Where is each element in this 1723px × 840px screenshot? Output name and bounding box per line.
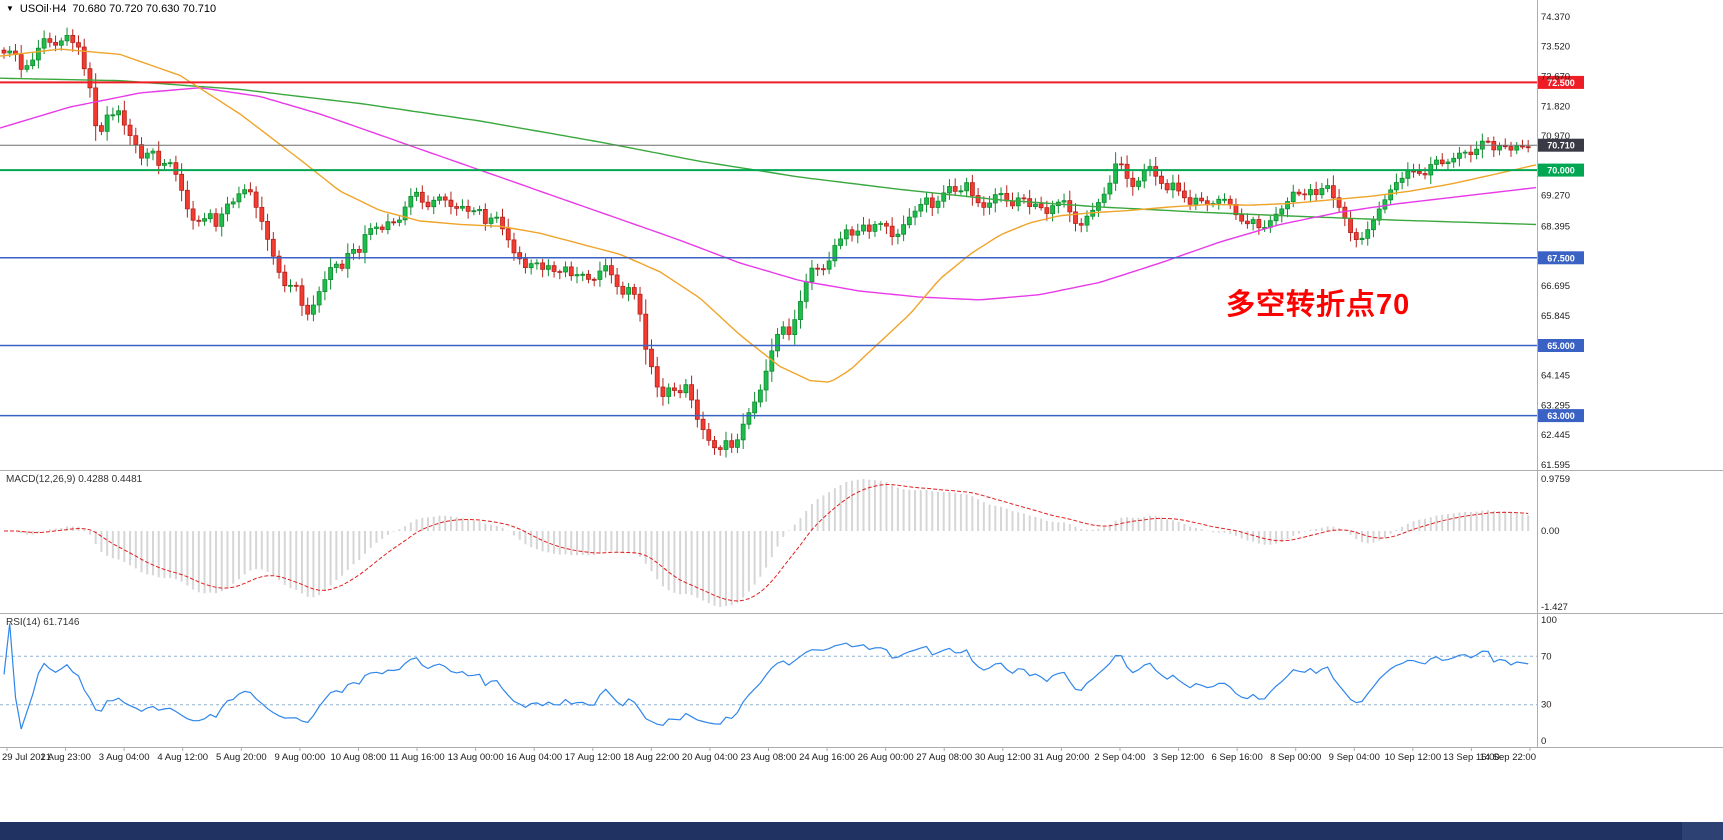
time-tick-label: 4 Aug 12:00 [157,752,208,763]
price-tick-label: 69.270 [1541,191,1570,202]
hline-65.000[interactable]: 65.000 [0,339,1584,352]
rsi-tick-label: 70 [1541,651,1552,662]
time-tick-label: 8 Sep 00:00 [1270,752,1321,763]
macd-tick-label: 0.00 [1541,526,1560,537]
price-badge [1538,75,1584,89]
time-tick-label: 16 Aug 04:00 [506,752,562,763]
h-scrollbar-button[interactable] [1682,822,1723,840]
ma-slow-line [0,77,1537,226]
hline-70.000[interactable]: 70.000 [0,163,1584,177]
price-badge [1538,251,1584,265]
rsi-tick-label: 100 [1541,615,1557,626]
price-tick-label: 74.370 [1541,12,1570,23]
macd-tick-label: -1.427 [1541,602,1568,613]
price-tick-label: 65.845 [1541,311,1570,322]
price-badge-label: 67.500 [1547,253,1575,263]
price-badge-label: 65.000 [1547,341,1575,351]
price-tick-label: 68.395 [1541,221,1570,232]
price-badge-label: 70.710 [1547,141,1575,151]
hline-70.710[interactable]: 70.710 [0,138,1584,152]
rsi-tick-label: 30 [1541,700,1552,711]
time-tick-label: 30 Aug 12:00 [975,752,1031,763]
price-tick-label: 66.695 [1541,281,1570,292]
price-tick-label: 70.970 [1541,131,1570,142]
price-badge-label: 72.500 [1547,78,1575,88]
time-tick-label: 6 Sep 16:00 [1211,752,1262,763]
price-badge-label: 70.000 [1547,166,1575,176]
time-tick-label: 23 Aug 08:00 [741,752,797,763]
time-tick-label: 5 Aug 20:00 [216,752,267,763]
price-tick-label: 71.820 [1541,101,1570,112]
price-badge [1538,409,1584,423]
time-tick-label: 26 Aug 00:00 [858,752,914,763]
annotation-text: 多空转折点70 [1226,289,1411,321]
price-badge [1538,163,1584,177]
h-scrollbar-track[interactable] [0,822,1723,840]
time-tick-label: 14 Sep 22:00 [1479,752,1536,763]
ma-fast-line [0,48,1537,383]
macd-histogram [8,479,1530,607]
price-tick-label: 62.445 [1541,430,1570,441]
rsi-indicator-label: RSI(14) 61.7146 [6,617,80,628]
macd-indicator-label: MACD(12,26,9) 0.4288 0.4481 [6,474,143,485]
price-tick-label: 64.145 [1541,370,1570,381]
price-tick-label: 72.670 [1541,71,1570,82]
time-tick-label: 3 Aug 04:00 [99,752,150,763]
hline-63.000[interactable]: 63.000 [0,409,1584,423]
time-tick-label: 1 Aug 23:00 [40,752,91,763]
symbol-label: USOil·H4 [19,3,67,15]
symbol-dropdown-icon[interactable]: ▼ [6,4,14,13]
h-scrollbar-thumb[interactable] [0,822,1682,840]
time-tick-label: 10 Aug 08:00 [330,752,386,763]
time-tick-label: 29 Jul 2021 [2,752,51,763]
time-tick-label: 17 Aug 12:00 [565,752,621,763]
ohlc-values: 70.680 70.720 70.630 70.710 [72,3,217,15]
price-badge [1538,339,1584,352]
price-axis[interactable]: 74.370 73.520 72.670 71.820 70.970 69.270 68.3… [1541,12,1570,471]
time-tick-label: 10 Sep 12:00 [1385,752,1442,763]
rsi-line [3,623,1529,730]
ma-medium-line [0,87,1537,301]
time-tick-label: 24 Aug 16:00 [799,752,855,763]
time-tick-label: 31 Aug 20:00 [1033,752,1089,763]
hline-72.500[interactable]: 72.500 [0,75,1584,89]
price-badge [1538,138,1584,152]
time-tick-label: 9 Sep 04:00 [1329,752,1380,763]
price-tick-label: 63.295 [1541,400,1570,411]
macd-tick-label: 0.9759 [1541,474,1570,485]
time-tick-label: 20 Aug 04:00 [682,752,738,763]
time-tick-label: 13 Aug 00:00 [448,752,504,763]
price-tick-label: 61.595 [1541,460,1570,471]
time-tick-label: 9 Aug 00:00 [275,752,326,763]
time-tick-label: 11 Aug 16:00 [389,752,444,763]
price-tick-label: 73.520 [1541,42,1570,53]
time-tick-label: 2 Sep 04:00 [1094,752,1145,763]
macd-signal-line [4,483,1529,602]
time-tick-label: 18 Aug 22:00 [623,752,679,763]
price-badge-label: 63.000 [1547,411,1575,421]
hline-67.500[interactable]: 67.500 [0,251,1584,265]
time-tick-label: 13 Sep 16:00 [1443,752,1500,763]
chart-header: ▼ USOil·H4 70.680 70.720 70.630 70.710 [6,3,216,15]
time-tick-label: 3 Sep 12:00 [1153,752,1204,763]
time-tick-label: 27 Aug 08:00 [916,752,972,763]
rsi-tick-label: 0 [1541,736,1546,747]
